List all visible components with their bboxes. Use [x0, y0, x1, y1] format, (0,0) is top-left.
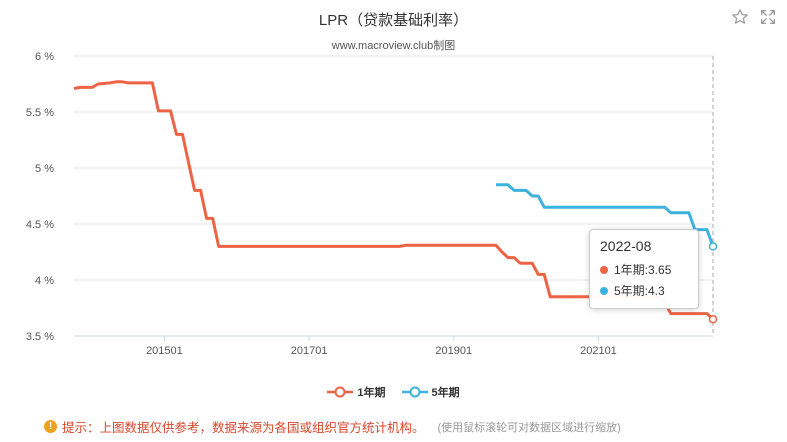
legend-item-1y[interactable]: 1年期 — [327, 384, 386, 400]
y-tick-label: 4.5 % — [26, 219, 54, 231]
legend-label-5y: 5年期 — [431, 387, 460, 399]
star-icon[interactable] — [731, 8, 749, 26]
chart-toolbar — [731, 8, 777, 26]
chart-subtitle: www.macroview.club制图 — [331, 40, 456, 52]
series-line-5y — [496, 183, 715, 247]
legend-label-1y: 1年期 — [357, 387, 386, 399]
info-icon: ! — [44, 420, 57, 433]
hover-point-5y — [708, 242, 718, 251]
y-tick-label: 5 % — [35, 163, 54, 175]
hover-overlay — [708, 56, 718, 336]
legend-item-5y[interactable]: 5年期 — [401, 384, 460, 400]
x-tick-label: 201901 — [435, 345, 472, 357]
tooltip-value-5y: 5年期:4.3 — [614, 284, 665, 298]
chart-legend: 1年期 5年期 — [0, 384, 787, 400]
x-tick-label: 202101 — [580, 345, 617, 357]
note-hint: (使用鼠标滚轮可对数据区域进行缩放) — [437, 421, 621, 434]
legend-marker-1y — [327, 386, 354, 398]
chart-title: LPR（贷款基础利率） — [318, 12, 469, 29]
y-tick-label: 3.5 % — [26, 331, 54, 343]
tooltip: 2022-08 1年期:3.65 5年期:4.3 — [589, 229, 699, 309]
x-tick-label: 201701 — [291, 345, 328, 357]
series-group — [73, 80, 715, 321]
y-tick-label: 4 % — [35, 275, 54, 287]
tooltip-dot-1y — [600, 265, 608, 274]
y-axis: 3.5 % 4 % 4.5 % 5 % 5.5 % 6 % — [26, 51, 54, 343]
legend-marker-5y — [401, 386, 428, 398]
expand-icon[interactable] — [759, 8, 777, 26]
footer-note: ! 提示：上图数据仅供参考，数据来源为各国或组织官方统计机构。 (使用鼠标滚轮可… — [44, 417, 621, 436]
x-tick-label: 201501 — [146, 345, 183, 357]
hover-point-1y — [708, 314, 718, 324]
series-line-1y — [73, 80, 715, 321]
note-text: 提示：上图数据仅供参考，数据来源为各国或组织官方统计机构。 — [62, 421, 425, 435]
tooltip-date: 2022-08 — [600, 238, 652, 254]
y-tick-label: 5.5 % — [26, 107, 54, 119]
tooltip-dot-5y — [600, 286, 608, 295]
y-tick-label: 6 % — [35, 51, 54, 63]
tooltip-row-1y: 1年期:3.65 — [600, 261, 688, 278]
x-axis: 201501 201701 201901 202101 — [74, 335, 713, 357]
tooltip-value-1y: 1年期:3.65 — [614, 263, 672, 277]
tooltip-row-5y: 5年期:4.3 — [600, 282, 688, 299]
